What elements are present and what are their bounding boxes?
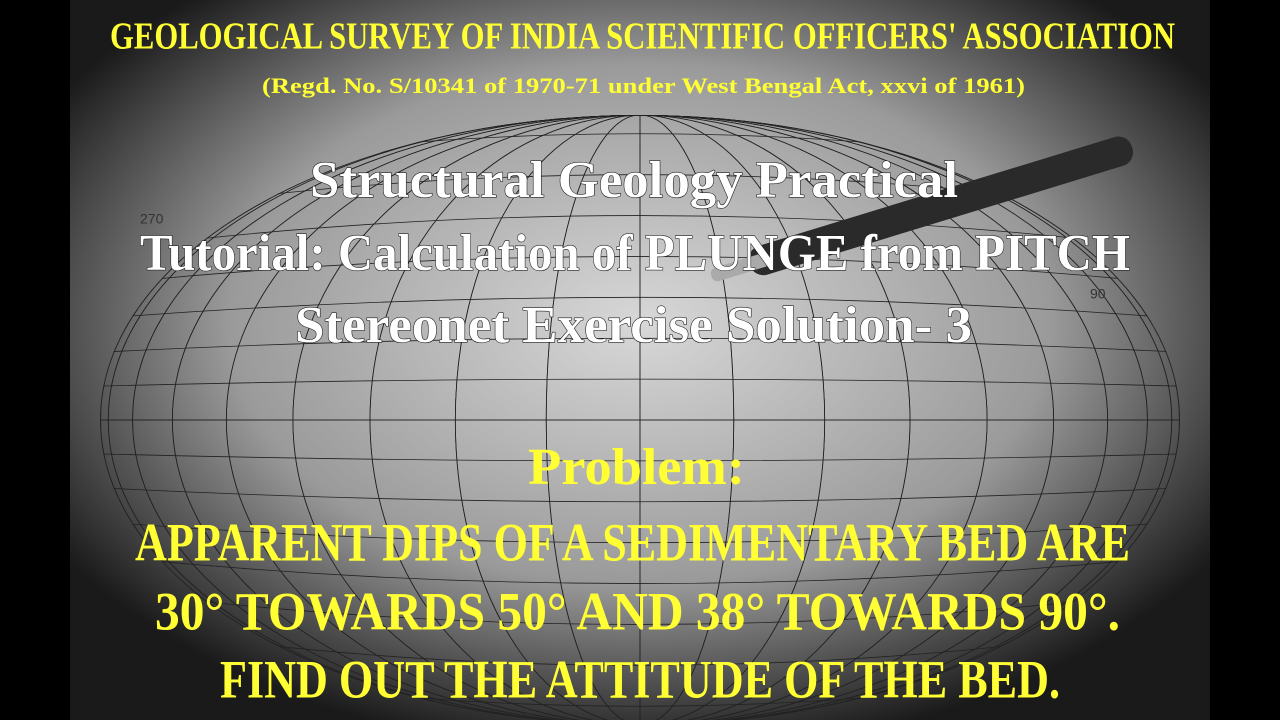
tutorial-line: Stereonet Exercise Solution- 3 bbox=[295, 297, 972, 354]
problem-label: Problem: bbox=[528, 439, 745, 496]
tutorial-line: Structural Geology Practical bbox=[310, 152, 958, 209]
pen bbox=[710, 136, 1134, 282]
net-label: 270 bbox=[140, 211, 164, 227]
header-subtitle: (Regd. No. S/10341 of 1970-71 under West… bbox=[262, 73, 1025, 98]
pen-tip bbox=[710, 253, 770, 282]
problem-line: APPARENT DIPS OF A SEDIMENTARY BED ARE bbox=[135, 512, 1130, 572]
pen-body bbox=[748, 136, 1134, 276]
header-title: GEOLOGICAL SURVEY OF INDIA SCIENTIFIC OF… bbox=[110, 16, 1175, 58]
net-label: 90 bbox=[1090, 286, 1106, 302]
tutorial-line: Tutorial: Calculation of PLUNGE from PIT… bbox=[140, 225, 1130, 282]
problem-line: 30° TOWARDS 50° AND 38° TOWARDS 90°. bbox=[155, 581, 1120, 641]
problem-line: FIND OUT THE ATTITUDE OF THE BED. bbox=[220, 649, 1060, 709]
